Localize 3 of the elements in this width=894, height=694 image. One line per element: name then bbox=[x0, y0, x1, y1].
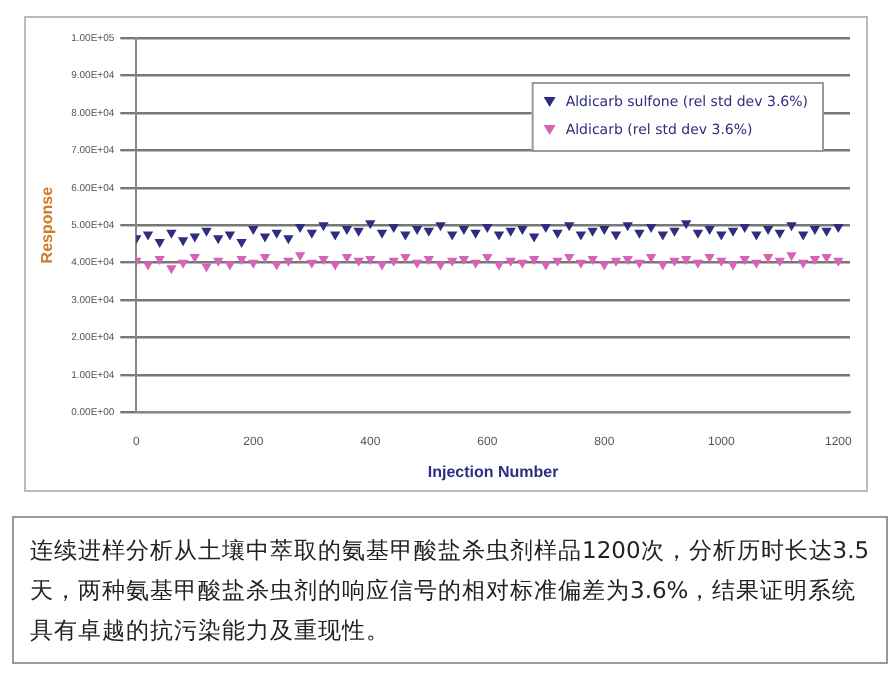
y-axis-title: Response bbox=[38, 185, 57, 264]
text: 连续进样分析从土壤中萃取的氨基甲酸盐杀虫剂样品1200次，分析历时长达3.5天，两种氨基甲酸盐杀虫剂的响应信号的相对标准偏差为3.6%，结果证明系统具有卓越的抗污染能力及重现性。 bbox=[12, 516, 888, 664]
x-axis-title: Injection Number bbox=[427, 462, 559, 481]
